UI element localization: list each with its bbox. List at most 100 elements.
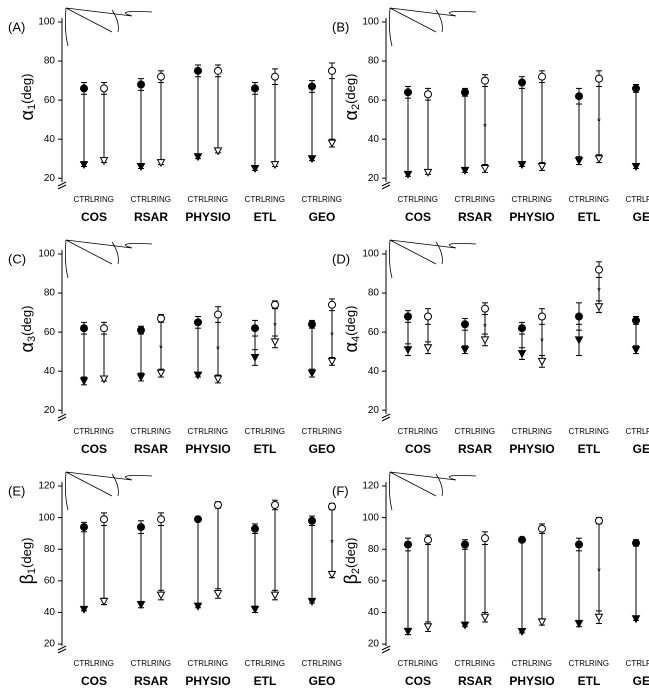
axis-break [57,645,67,651]
min-marker [327,357,337,366]
subcategory-label: RING [418,659,438,668]
min-marker [136,373,146,382]
max-marker [575,540,583,549]
category-label: PHYSIO [185,674,230,688]
y-tick-label: 80 [44,544,56,555]
min-marker [193,153,203,162]
y-tick-label: 20 [44,405,56,416]
min-marker [480,336,490,345]
category-label: RSAR [458,210,492,224]
y-label-symbol: α [17,110,37,120]
y-tick-label: 80 [368,544,380,555]
min-marker [156,369,166,378]
category-label: ETL [254,210,277,224]
axis-break [381,416,391,422]
subcategory-label: CTRL [512,427,533,436]
max-marker [328,66,336,75]
min-marker [250,164,260,174]
min-marker [307,369,317,378]
max-marker [100,84,108,93]
max-marker [518,78,526,87]
min-marker [594,613,604,622]
subcategory-label: RING [208,195,228,204]
max-marker [632,316,640,325]
max-marker [538,312,546,321]
min-marker [460,346,470,355]
min-marker [480,613,490,622]
subcategory-label: CTRL [302,427,323,436]
max-marker [157,314,165,323]
min-marker [423,344,433,353]
y-axis-label: α3(deg) [17,306,38,353]
min-marker [631,163,641,172]
min-marker [193,602,203,611]
subcategory-label: CTRL [398,427,419,436]
y-tick-label: 100 [38,512,55,523]
min-marker [136,601,146,610]
max-marker [100,515,108,524]
panel-label: (F) [332,483,349,498]
axis-break [381,645,391,651]
significance-mark: * [330,331,334,342]
y-tick-label: 80 [44,56,56,67]
min-marker [79,377,89,386]
subcategory-label: RING [322,195,342,204]
category-label: PHYSIO [509,442,554,456]
axis-break [381,184,391,190]
min-marker [136,163,146,172]
max-marker [575,92,583,101]
max-marker [481,76,489,85]
min-marker [327,139,337,148]
subcategory-label: RING [475,659,495,668]
subcategory-label: CTRL [188,195,209,204]
subcategory-label: CTRL [131,195,152,204]
y-tick-label: 120 [362,481,379,492]
subcategory-label: CTRL [569,659,590,668]
max-marker [632,538,640,547]
category-label: GEO [309,674,336,688]
min-marker [537,163,547,172]
y-label-subscript: 2 [350,568,362,574]
max-marker [137,326,145,335]
min-marker [460,166,470,175]
y-label-subscript: 3 [26,336,38,342]
y-tick-label: 20 [44,639,56,650]
min-marker [193,371,203,380]
y-tick-label: 100 [362,17,379,28]
max-marker [137,80,145,89]
category-label: GEO [309,442,336,456]
y-axis-label: α1(deg) [17,74,38,121]
subcategory-label: CTRL [626,659,647,668]
subcategory-label: RING [265,659,285,668]
y-tick-label: 100 [362,249,379,260]
subcategory-label: CTRL [74,195,95,204]
wing-sketch [388,471,477,511]
subcategory-label: CTRL [188,659,209,668]
min-marker [403,346,413,355]
subcategory-label: CTRL [302,195,323,204]
subcategory-label: RING [208,659,228,668]
max-marker [404,540,412,549]
subcategory-label: CTRL [188,427,209,436]
subcategory-label: CTRL [512,659,533,668]
max-marker [194,66,202,75]
axis-break [57,184,67,190]
y-label-unit: (deg) [19,538,34,568]
max-marker [461,88,469,97]
max-marker [404,312,412,321]
max-marker [538,524,546,533]
axis-break [381,648,391,654]
y-axis-label: β1(deg) [17,538,38,585]
y-tick-label: 40 [368,134,380,145]
max-marker [157,515,165,524]
min-marker [156,591,166,600]
subcategory-label: CTRL [245,427,266,436]
y-label-unit: (deg) [343,306,358,336]
category-label: COS [81,210,107,224]
min-marker [460,621,470,630]
min-marker [99,375,109,384]
category-label: GEO [633,442,649,456]
axis-break [57,416,67,422]
max-marker [404,88,412,97]
